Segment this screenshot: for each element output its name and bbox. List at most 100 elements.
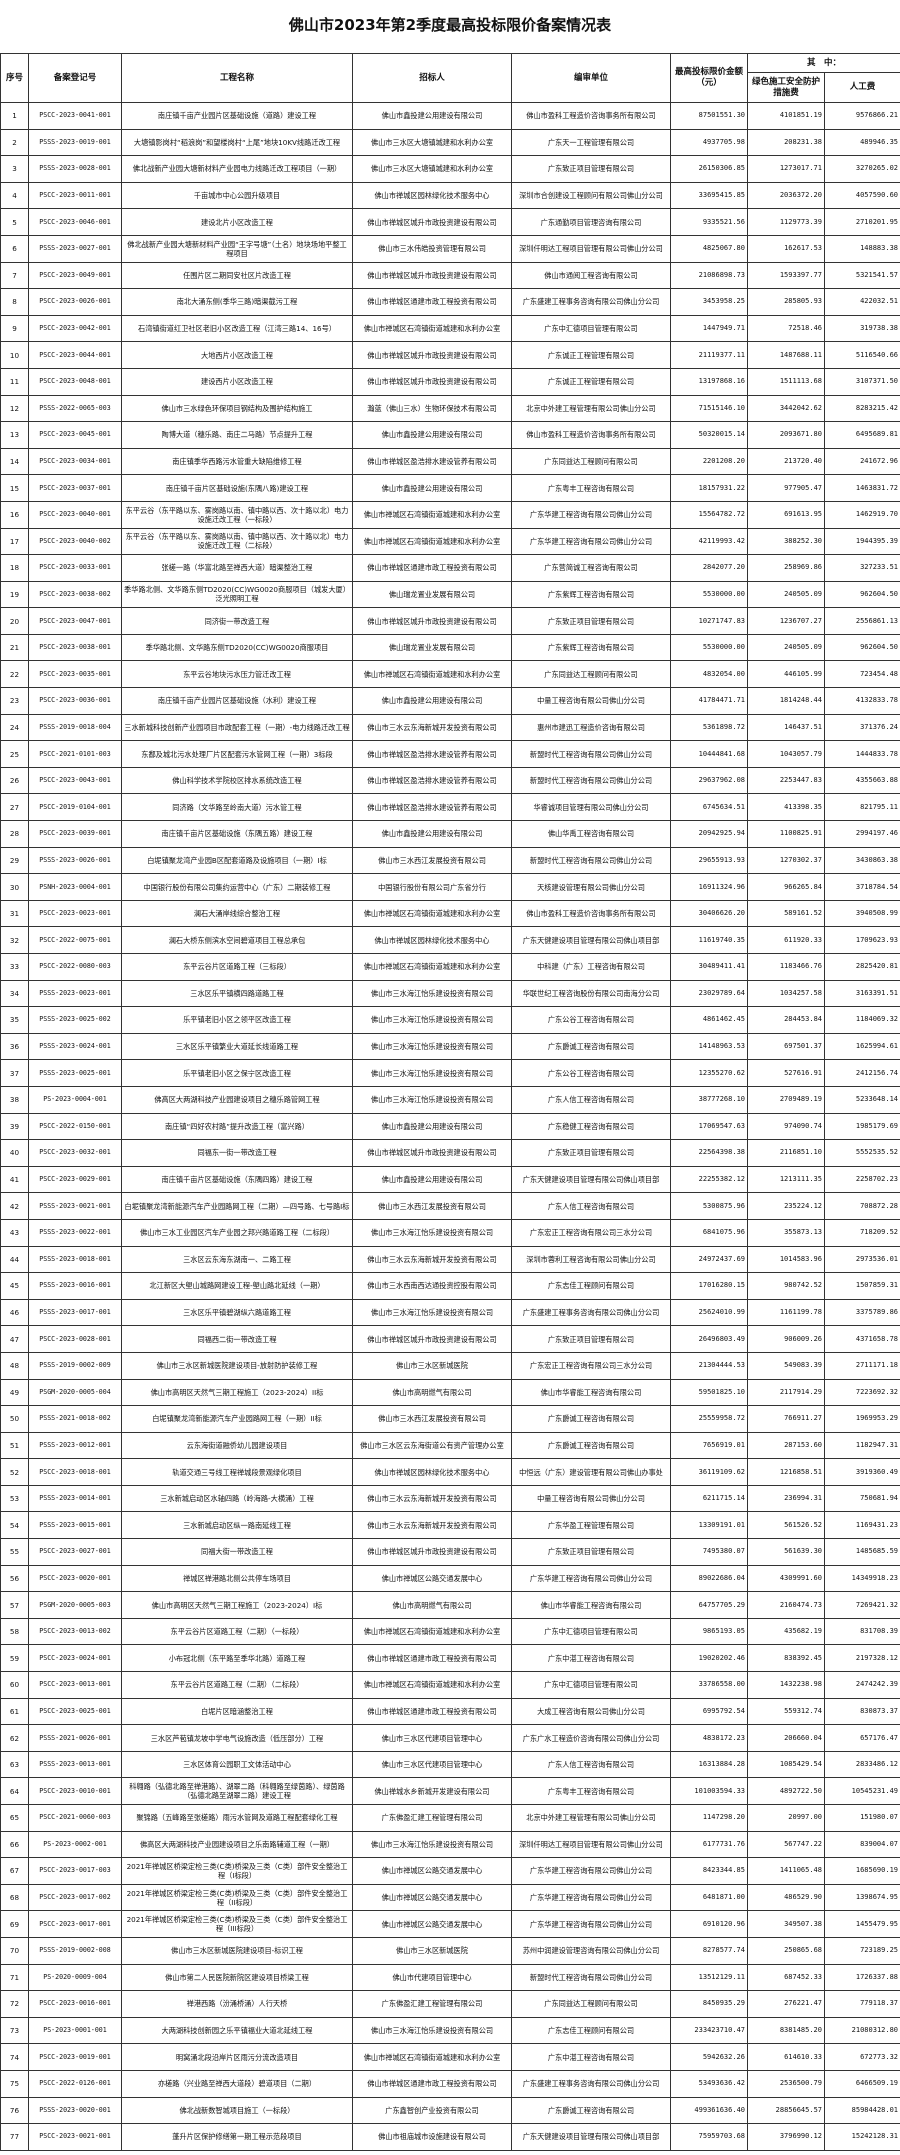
cell-name: 东平云谷片区道路工程（三标段） xyxy=(121,953,353,981)
cell-no: 67 xyxy=(0,1857,29,1885)
cell-labor: 1184069.32 xyxy=(823,1006,900,1034)
cell-code: PSCC-2023-0039-001 xyxy=(28,820,122,848)
cell-tenderer: 佛山市三水海江怡乐建设投资有限公司 xyxy=(352,2016,512,2045)
table-row: 51 PSSS-2023-0012-001 云东海街道融侨幼儿园建设项目 佛山市三水区… xyxy=(0,1431,900,1460)
cell-amount: 26150306.85 xyxy=(670,155,748,183)
cell-tenderer: 佛山市鑫投建公用建设有限公司 xyxy=(352,820,512,848)
cell-labor: 10545231.49 xyxy=(823,1777,900,1805)
table-row: 47 PSCC-2023-0028-001 同福西二街一带改造工程 佛山市禅城区城升市… xyxy=(0,1325,900,1353)
cell-name: 三水区芦苞镇龙坡中学电气设施改造（低压部分）工程 xyxy=(121,1724,353,1752)
table-row: 10 PSCC-2023-0044-001 大地西片小区改造工程 佛山市禅城区城升市政… xyxy=(0,341,900,369)
cell-green: 1100825.91 xyxy=(747,820,825,848)
cell-no: 17 xyxy=(0,527,29,556)
cell-code: PSCC-2023-0018-001 xyxy=(28,1458,122,1486)
table-row: 3 PSSS-2023-0028-001 佛北战新产业园大塘新材料产业园电力线路迁改… xyxy=(0,155,900,183)
cell-no: 43 xyxy=(0,1218,29,1247)
cell-tenderer: 佛山市三水云东海新城开发投资有限公司 xyxy=(352,713,512,742)
cell-no: 4 xyxy=(0,181,29,210)
table-row: 50 PSSS-2021-0018-002 白坭镇聚龙湾新能源汽车产业园路网工程（一… xyxy=(0,1405,900,1433)
cell-no: 47 xyxy=(0,1325,29,1353)
table-row: 67 PSCC-2023-0017-003 2021年禅城区桥梁定检三类(C类)桥梁… xyxy=(0,1857,900,1885)
cell-green: 162617.53 xyxy=(747,234,825,263)
cell-amount: 6211715.14 xyxy=(670,1484,748,1513)
cell-code: PSSS-2023-0020-001 xyxy=(28,2096,122,2125)
cell-name: 小布冠北侧（东平路至季华北路）道路工程 xyxy=(121,1644,353,1673)
cell-labor: 14349918.23 xyxy=(823,1564,900,1593)
cell-compiler: 广东宏正工程咨询有限公司三水分公司 xyxy=(511,1218,671,1247)
cell-compiler: 新盟时代工程咨询有限公司佛山分公司 xyxy=(511,1963,671,1992)
cell-amount: 29655913.93 xyxy=(670,846,748,875)
cell-code: PSCC-2023-0024-001 xyxy=(28,1644,122,1673)
cell-green: 1216858.51 xyxy=(747,1458,825,1486)
cell-tenderer: 佛山市三水区大塘镇城建和水利办公室 xyxy=(352,155,512,183)
cell-name: 佛山科学技术学院校区排水系统改造工程 xyxy=(121,766,353,795)
cell-compiler: 广东人信工程咨询有限公司 xyxy=(511,1085,671,1114)
table-row: 54 PSSS-2023-0015-001 三水新城启动区纵一路南延线工程 佛山市三水… xyxy=(0,1511,900,1540)
cell-name: 东鄱及城北污水处理厂片区配套污水管网工程（一期）3标段 xyxy=(121,740,353,768)
table-row: 29 PSSS-2023-0026-001 白坭镇聚龙湾产业园B区配套道路及设施项目… xyxy=(0,846,900,875)
cell-name: 大两湖科技创新园之乐平镇福业大道北延线工程 xyxy=(121,2016,353,2045)
cell-tenderer: 佛山市鑫投建公用建设有限公司 xyxy=(352,1112,512,1141)
cell-compiler: 广东爵诚工程咨询有限公司 xyxy=(511,1405,671,1433)
cell-no: 32 xyxy=(0,926,29,954)
cell-green: 527616.91 xyxy=(747,1059,825,1087)
cell-labor: 2556861.13 xyxy=(823,607,900,635)
cell-no: 27 xyxy=(0,793,29,822)
cell-name: 三水新城启动区水轴四路（岭海路-大横涌）工程 xyxy=(121,1484,353,1513)
table-row: 74 PSCC-2023-0019-001 明窝涌北段沿岸片区雨污分流改造项目 佛山市… xyxy=(0,2043,900,2071)
cell-labor: 750681.94 xyxy=(823,1484,900,1513)
cell-labor: 85984428.01 xyxy=(823,2096,900,2125)
cell-code: PSCC-2023-0035-001 xyxy=(28,660,122,689)
cell-labor: 2711171.18 xyxy=(823,1351,900,1380)
cell-amount: 75959703.68 xyxy=(670,2123,748,2151)
header-labor: 人工费 xyxy=(823,72,900,103)
cell-no: 28 xyxy=(0,820,29,848)
cell-tenderer: 佛山市禅城区城升市政投资建设有限公司 xyxy=(352,367,512,396)
cell-green: 388252.30 xyxy=(747,527,825,556)
cell-amount: 8450935.29 xyxy=(670,1990,748,2018)
cell-amount: 6841075.96 xyxy=(670,1218,748,1247)
cell-amount: 499361636.40 xyxy=(670,2096,748,2125)
cell-amount: 12355270.62 xyxy=(670,1059,748,1087)
table-row: 30 PSNH-2023-0004-001 中国银行股份有限公司集约运营中心（广东）… xyxy=(0,873,900,901)
cell-no: 42 xyxy=(0,1192,29,1220)
cell-name: 佛北战新产业园大塘新材料产业园电力线路迁改工程项目（一期） xyxy=(121,155,353,183)
cell-amount: 13309191.01 xyxy=(670,1511,748,1540)
cell-tenderer: 佛山市禅城区公路交通发展中心 xyxy=(352,1910,512,1938)
cell-code: PSSS-2023-0022-001 xyxy=(28,1218,122,1247)
cell-labor: 422032.51 xyxy=(823,288,900,316)
cell-code: PSCC-2023-0042-001 xyxy=(28,314,122,343)
cell-name: 佛北战新数智城项目施工（一标段） xyxy=(121,2096,353,2125)
table-row: 38 PS-2023-0004-001 佛高区大两湖科技产业园建设项目之穗乐路管网工… xyxy=(0,1085,900,1114)
cell-green: 287153.60 xyxy=(747,1431,825,1460)
cell-tenderer: 佛山市禅城区石湾镇街道城建和水利办公室 xyxy=(352,1671,512,1699)
cell-no: 16 xyxy=(0,500,29,529)
cell-green: 561639.30 xyxy=(747,1538,825,1566)
cell-compiler: 广东人信工程咨询有限公司 xyxy=(511,1192,671,1220)
cell-name: 澜石大涌岸线综合整治工程 xyxy=(121,899,353,928)
cell-amount: 89022686.04 xyxy=(670,1564,748,1593)
cell-labor: 5321541.57 xyxy=(823,261,900,290)
cell-name: 东平云谷（东平路以东、雾岗路以南、镇中路以西、次十路以北）电力设施迁改工程（二标… xyxy=(121,527,353,556)
cell-tenderer: 佛山市禅城区公路交通发展中心 xyxy=(352,1857,512,1885)
cell-tenderer: 佛山市三水西南西达通投资控股有限公司 xyxy=(352,1272,512,1300)
cell-labor: 5116540.66 xyxy=(823,341,900,369)
cell-tenderer: 佛山市祖庙城市设施建设有限公司 xyxy=(352,2123,512,2151)
cell-compiler: 广东盛建工程事务咨询有限公司佛山分公司 xyxy=(511,2069,671,2098)
cell-name: 同济街一带改造工程 xyxy=(121,607,353,635)
cell-green: 1213111.35 xyxy=(747,1165,825,1194)
header-code: 备案登记号 xyxy=(28,53,122,103)
cell-green: 589161.52 xyxy=(747,899,825,928)
cell-no: 68 xyxy=(0,1883,29,1912)
cell-no: 6 xyxy=(0,234,29,263)
cell-compiler: 广东中湛工程咨询有限公司 xyxy=(511,2043,671,2071)
cell-name: 季华路北侧、文华路东侧TD2020(CC)WG0020商服项目（城发大厦）泛光照… xyxy=(121,580,353,609)
cell-no: 50 xyxy=(0,1405,29,1433)
cell-labor: 151980.07 xyxy=(823,1804,900,1832)
cell-amount: 64757705.29 xyxy=(670,1591,748,1619)
cell-tenderer: 瀚蓝（佛山三水）生物环保技术有限公司 xyxy=(352,394,512,423)
cell-code: PSSS-2021-0026-001 xyxy=(28,1724,122,1752)
cell-amount: 25559958.72 xyxy=(670,1405,748,1433)
cell-amount: 5361898.72 xyxy=(670,713,748,742)
cell-compiler: 广东诚正工程管理有限公司 xyxy=(511,341,671,369)
